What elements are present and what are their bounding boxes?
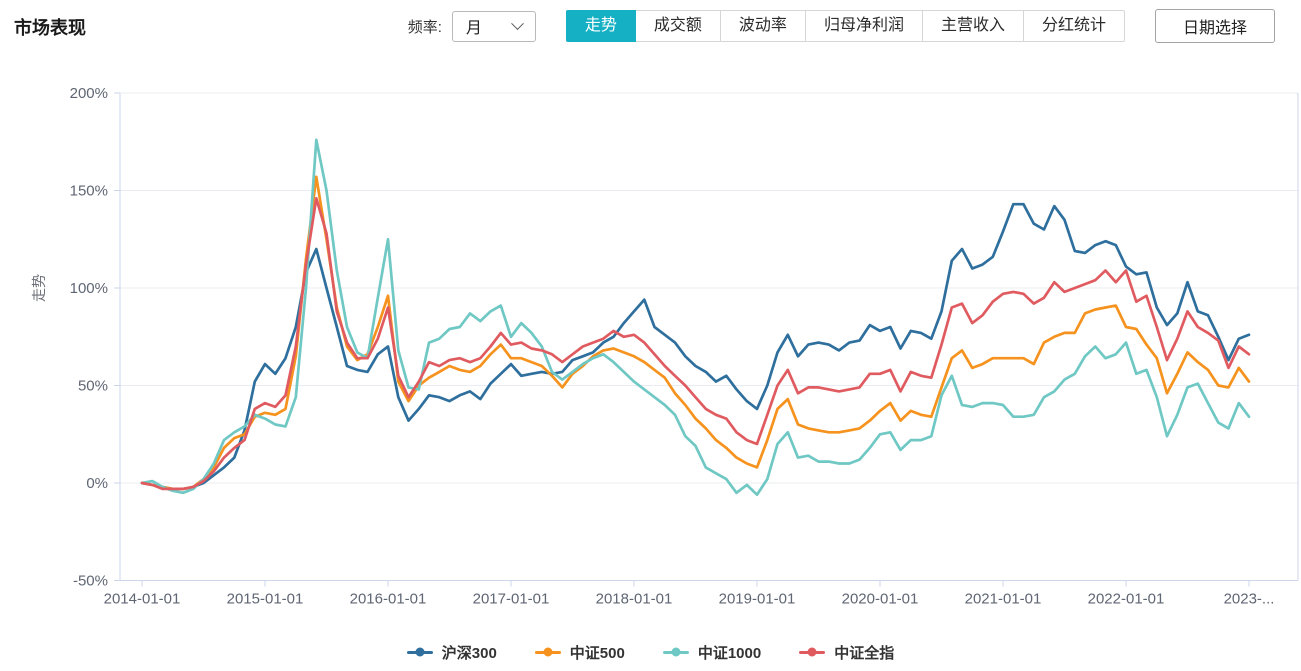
x-axis-label: 2017-01-01 [473,591,550,608]
tab-1[interactable]: 成交额 [634,10,721,42]
legend-line-icon [406,647,433,657]
frequency-control: 频率: 月 [407,10,536,42]
legend-line-icon [799,647,826,657]
tab-4[interactable]: 主营收入 [921,10,1024,42]
legend-label: 沪深300 [441,644,497,662]
header-controls: 频率: 月 走势 成交额 波动率 归母净利润 主营收入 分红统计 日期选择 [408,9,1275,43]
chart-legend: 沪深300 中证500 中证1000 中证全指 [0,638,1301,666]
legend-item-0[interactable]: 沪深300 [406,642,497,663]
y-axis-label: 50% [78,378,108,395]
legend-label: 中证全指 [834,644,895,662]
tab-bar: 走势 成交额 波动率 归母净利润 主营收入 分红统计 [565,10,1125,42]
x-axis-label: 2019-01-01 [719,591,796,608]
y-axis-name: 走势 [31,274,47,302]
x-axis-label: 2021-01-01 [965,591,1042,608]
x-axis-label: 2016-01-01 [350,591,427,608]
date-select-button[interactable]: 日期选择 [1154,9,1275,43]
y-axis-label: 150% [70,183,108,200]
x-axis-label: 2023-... [1224,591,1275,608]
y-axis-label: 0% [86,475,108,492]
frequency-label: 频率: [407,18,442,36]
series-line-0[interactable] [140,202,1251,491]
legend-line-icon [534,647,561,657]
tab-5[interactable]: 分红统计 [1022,10,1125,42]
trend-line-chart[interactable]: -50% 0% 50% 100% 150% 200% 2014-01-01 2015-01-0… [0,50,1301,671]
y-axis-label: -50% [73,573,108,590]
legend-item-1[interactable]: 中证500 [534,642,625,663]
page-title: 市场表现 [14,18,86,38]
legend-item-2[interactable]: 中证1000 [662,642,762,663]
header: 市场表现 频率: 月 走势 成交额 波动率 归母净利润 主营收入 分红统计 日期选择 [0,0,1301,50]
legend-item-3[interactable]: 中证全指 [799,642,894,663]
frequency-value: 月 [465,20,482,37]
legend-line-icon [662,647,689,657]
y-axis-label: 100% [70,280,108,297]
tab-3[interactable]: 归母净利润 [804,10,923,42]
chevron-down-icon [511,16,524,30]
frequency-select[interactable]: 月 [451,10,536,42]
x-axis-label: 2014-01-01 [104,591,181,608]
legend-label: 中证1000 [697,644,762,662]
series-line-2[interactable] [140,138,1251,497]
x-axis-label: 2020-01-01 [842,591,919,608]
chart-area: -50% 0% 50% 100% 150% 200% 2014-01-01 2015-01-0… [0,50,1301,671]
tab-2[interactable]: 波动率 [719,10,806,42]
series-line-3[interactable] [140,196,1251,491]
series-line-1[interactable] [140,175,1251,491]
x-axis-label: 2018-01-01 [596,591,673,608]
x-axis-label: 2022-01-01 [1088,591,1165,608]
x-axis-label: 2015-01-01 [227,591,304,608]
legend-label: 中证500 [569,644,625,662]
y-axis-label: 200% [70,85,108,102]
tab-0[interactable]: 走势 [565,10,636,42]
